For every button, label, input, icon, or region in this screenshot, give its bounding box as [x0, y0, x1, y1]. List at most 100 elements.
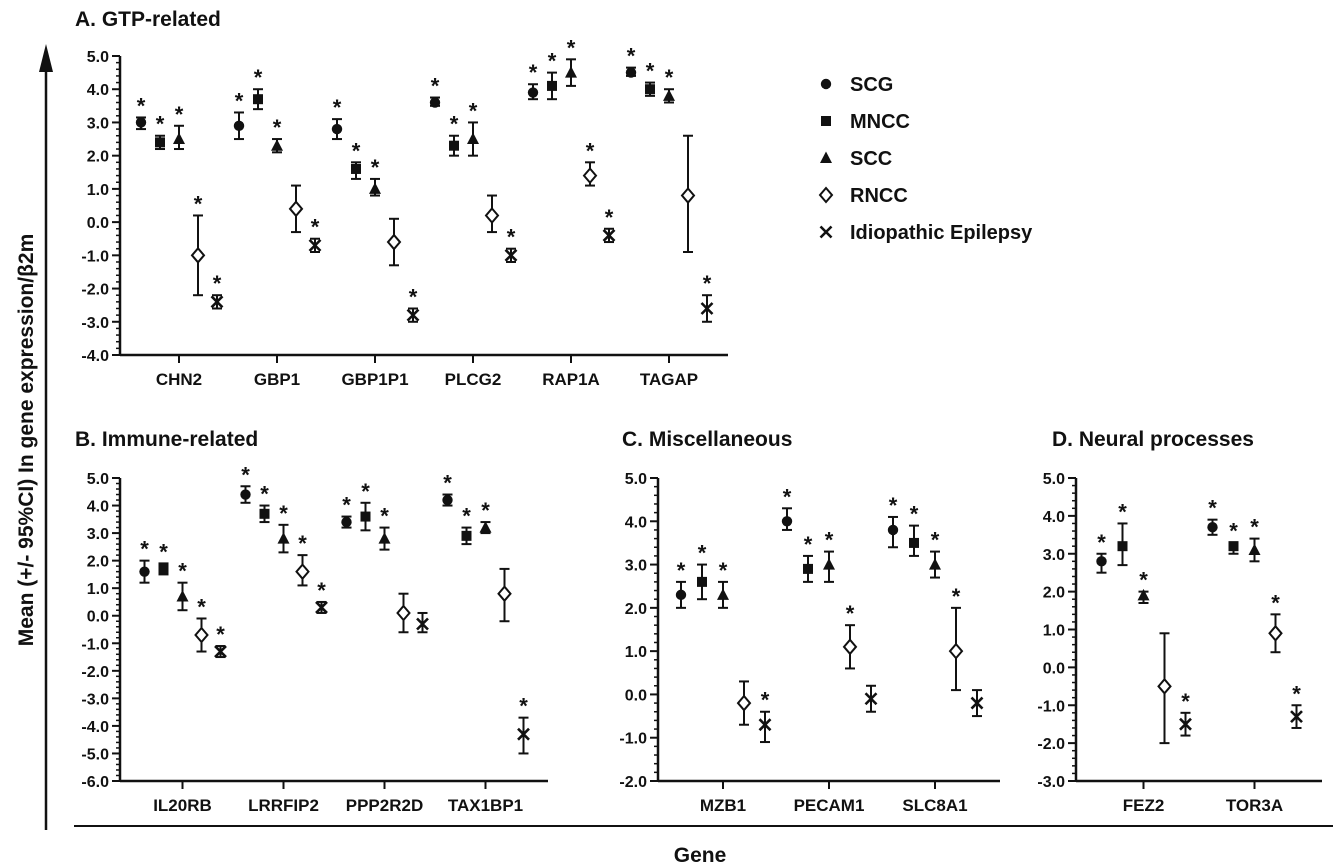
y-tick-label: 4.0 — [87, 82, 109, 99]
point-mncc — [155, 137, 165, 148]
legend-label: SCG — [850, 74, 893, 96]
y-tick-label: -6.0 — [81, 774, 109, 791]
significance-star: * — [156, 112, 165, 137]
point-scg — [1096, 556, 1107, 567]
point-ie — [517, 727, 530, 741]
significance-star: * — [409, 284, 418, 309]
significance-star: * — [931, 528, 940, 553]
significance-star: * — [175, 102, 184, 127]
point-scc — [176, 589, 189, 602]
y-tick-label: -5.0 — [81, 746, 109, 763]
point-scc — [1137, 588, 1150, 601]
significance-star: * — [213, 271, 222, 296]
y-tick-label: 0.0 — [87, 609, 109, 626]
point-rncc — [484, 206, 500, 225]
legend-item-scg: SCG — [820, 74, 893, 96]
legend: SCG MNCC SCC RNCC Idiopathic Epilepsy — [818, 74, 1033, 244]
y-axis-label: Mean (+/- 95%CI) In gene expression/β2m — [15, 234, 38, 647]
panel-title: A. GTP-related — [75, 8, 221, 31]
significance-star: * — [567, 35, 576, 60]
significance-star: * — [804, 532, 813, 557]
point-mncc — [1117, 541, 1128, 552]
y-tick-label: 1.0 — [87, 581, 109, 598]
y-tick-label: 3.0 — [87, 115, 109, 132]
significance-star: * — [719, 558, 728, 583]
point-ie — [308, 238, 322, 252]
significance-star: * — [1271, 590, 1280, 615]
x-category-label: LRRFIP2 — [248, 796, 319, 815]
point-scc — [173, 132, 185, 145]
legend-marker-rncc — [818, 186, 834, 204]
point-scg — [139, 566, 150, 577]
significance-star: * — [194, 191, 203, 216]
point-mncc — [645, 84, 655, 95]
x-category-label: TOR3A — [1226, 796, 1283, 815]
x-category-label: GBP1P1 — [341, 370, 408, 389]
y-tick-label: 4.0 — [1043, 509, 1065, 526]
significance-star: * — [260, 482, 269, 507]
significance-star: * — [450, 112, 459, 137]
y-tick-label: -3.0 — [1037, 774, 1065, 791]
x-axis-label: Gene — [674, 844, 727, 867]
point-ie — [700, 302, 714, 315]
significance-star: * — [627, 44, 636, 69]
x-category-label: RAP1A — [542, 370, 600, 389]
point-ie — [416, 617, 429, 631]
point-scg — [887, 524, 899, 536]
significance-star: * — [1292, 681, 1301, 706]
point-scg — [135, 117, 147, 128]
y-tick-label: -1.0 — [619, 731, 647, 748]
point-rncc — [948, 642, 964, 660]
significance-star: * — [273, 115, 282, 140]
significance-star: * — [298, 531, 307, 556]
y-axis-arrowhead — [39, 44, 53, 72]
point-scg — [625, 67, 637, 78]
y-tick-label: -4.0 — [81, 719, 109, 736]
point-rncc — [295, 563, 310, 581]
point-mncc — [259, 508, 270, 519]
significance-star: * — [481, 498, 490, 523]
point-scg — [240, 489, 251, 500]
point-ie — [864, 692, 878, 706]
y-tick-label: 1.0 — [1043, 623, 1065, 640]
point-rncc — [582, 167, 598, 185]
significance-star: * — [507, 225, 516, 250]
x-category-label: PLCG2 — [445, 370, 502, 389]
significance-star: * — [548, 49, 557, 74]
significance-star: * — [952, 584, 961, 609]
x-category-label: FEZ2 — [1123, 796, 1165, 815]
point-rncc — [1268, 624, 1283, 642]
significance-star: * — [1139, 568, 1148, 593]
point-scc — [467, 132, 479, 145]
panels: A. GTP-related -4.0 -3.0 -2.0 -1.0 0.0 1.0 2.0 3… — [75, 8, 1322, 815]
point-scg — [341, 516, 352, 528]
panel-2: B. Immune-related -6.0 -5.0 -4.0 -3.0 -2.0 -1.… — [75, 428, 548, 815]
y-tick-label: 1.0 — [87, 182, 109, 199]
point-scc — [271, 139, 283, 151]
significance-star: * — [361, 479, 370, 504]
point-scg — [442, 494, 453, 506]
significance-star: * — [216, 622, 225, 647]
significance-star: * — [825, 528, 834, 553]
point-scc — [663, 89, 675, 101]
significance-star: * — [665, 65, 674, 90]
x-category-label: IL20RB — [153, 796, 212, 815]
point-ie — [406, 308, 420, 322]
point-rncc — [736, 694, 752, 712]
point-scg — [527, 87, 539, 98]
legend-marker-scg — [820, 78, 832, 90]
y-tick-label: -2.0 — [81, 282, 109, 299]
y-tick-label: -2.0 — [1037, 736, 1065, 753]
point-mncc — [1228, 541, 1239, 552]
point-mncc — [449, 140, 459, 151]
y-tick-label: 1.0 — [625, 644, 647, 661]
y-tick-label: 5.0 — [1043, 471, 1065, 488]
significance-star: * — [519, 694, 528, 719]
y-tick-label: -3.0 — [81, 315, 109, 332]
panel-3: C. Miscellaneous -2.0 -1.0 0.0 1.0 2.0 3.0 4.0 5… — [619, 428, 1000, 815]
point-mncc — [253, 94, 263, 105]
significance-star: * — [889, 493, 898, 518]
point-ie — [504, 248, 518, 262]
point-rncc — [190, 246, 206, 264]
